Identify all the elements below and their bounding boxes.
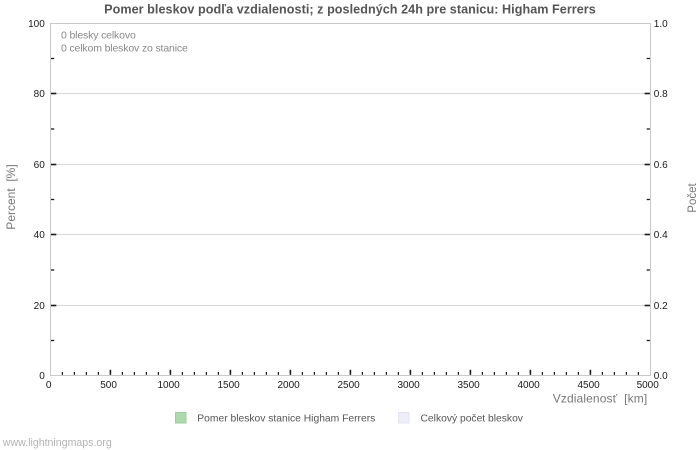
- svg-text:20: 20: [34, 301, 46, 312]
- svg-text:1.0: 1.0: [654, 19, 668, 30]
- svg-text:0.6: 0.6: [654, 160, 668, 171]
- svg-text:0.0: 0.0: [654, 371, 668, 382]
- svg-text:0 celkom bleskov zo stanice: 0 celkom bleskov zo stanice: [61, 43, 188, 55]
- svg-text:Počet: Počet: [687, 182, 699, 212]
- svg-text:0.8: 0.8: [654, 89, 668, 100]
- svg-text:80: 80: [34, 89, 46, 100]
- svg-text:www.lightningmaps.org: www.lightningmaps.org: [2, 437, 112, 449]
- svg-text:500: 500: [100, 380, 117, 391]
- svg-text:1000: 1000: [157, 380, 180, 391]
- svg-text:0 blesky celkovo: 0 blesky celkovo: [61, 29, 136, 41]
- svg-text:4500: 4500: [577, 380, 600, 391]
- svg-text:2000: 2000: [277, 380, 300, 391]
- svg-text:4000: 4000: [517, 380, 540, 391]
- svg-text:Pomer bleskov stanice Higham F: Pomer bleskov stanice Higham Ferrers: [197, 413, 375, 424]
- svg-text:5000: 5000: [637, 380, 660, 391]
- svg-text:100: 100: [28, 19, 45, 30]
- svg-text:1500: 1500: [217, 380, 240, 391]
- svg-text:Percent [%]: Percent [%]: [4, 164, 18, 229]
- svg-text:3000: 3000: [397, 380, 420, 391]
- svg-text:60: 60: [34, 160, 46, 171]
- svg-text:0.2: 0.2: [654, 301, 668, 312]
- svg-text:0: 0: [39, 371, 45, 382]
- svg-text:Vzdialenosť [km]: Vzdialenosť [km]: [553, 392, 648, 406]
- svg-text:2500: 2500: [337, 380, 360, 391]
- svg-text:0: 0: [46, 380, 52, 391]
- svg-text:Celkový počet bleskov: Celkový počet bleskov: [421, 413, 524, 424]
- svg-text:0.4: 0.4: [654, 230, 668, 241]
- svg-text:3500: 3500: [457, 380, 480, 391]
- svg-text:Pomer bleskov podľa vzdialenos: Pomer bleskov podľa vzdialenosti; z posl…: [104, 2, 596, 16]
- svg-text:40: 40: [34, 230, 46, 241]
